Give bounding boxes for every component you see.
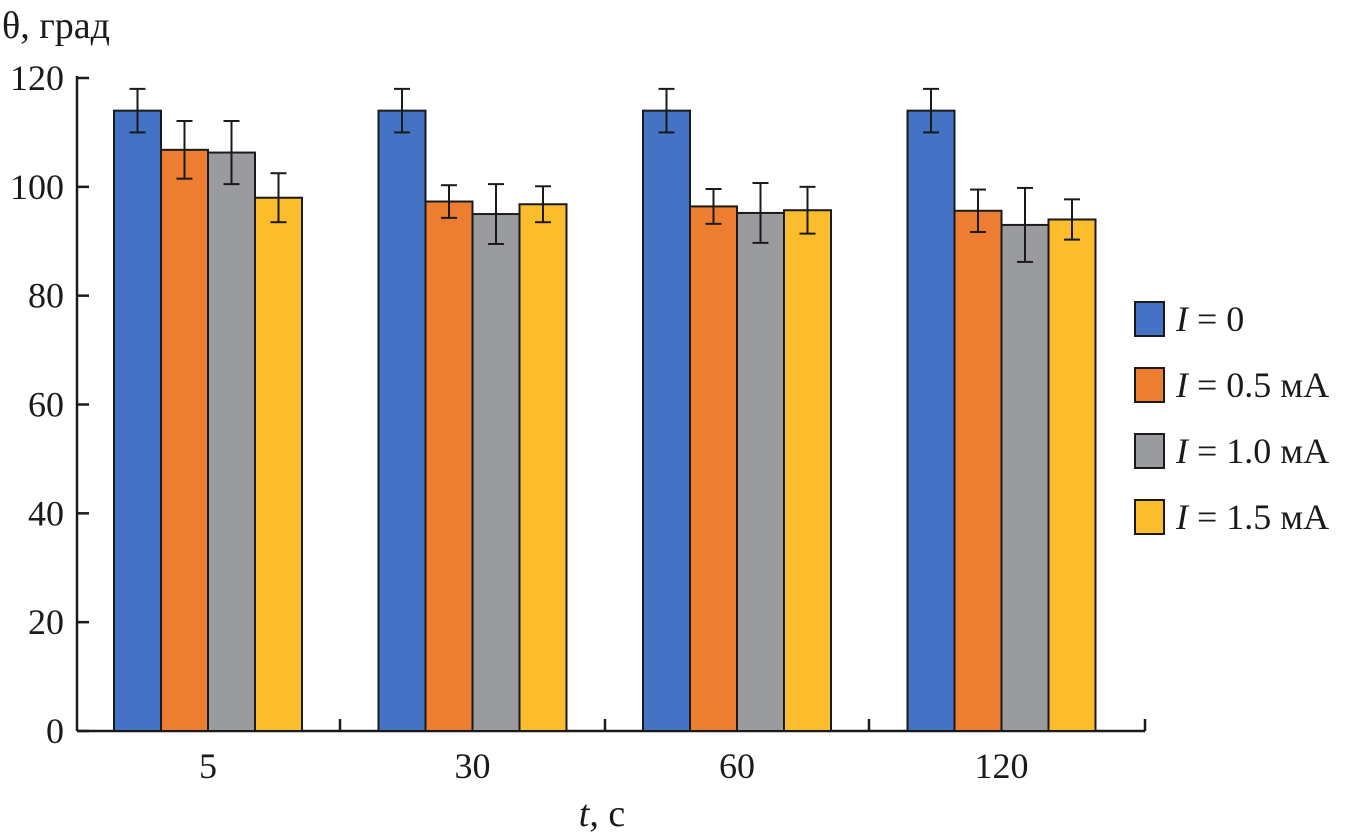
bar	[113, 109, 162, 732]
bar	[471, 213, 521, 732]
legend-name: = 1.0 мА	[1188, 431, 1329, 471]
bar	[953, 209, 1003, 732]
bar	[642, 109, 691, 732]
legend-label: I = 1.0 мА	[1175, 431, 1329, 471]
bar-group-5	[113, 87, 303, 732]
y-tick-label: 0	[46, 711, 64, 751]
error-bar	[1064, 198, 1080, 241]
y-tick-label: 40	[28, 493, 64, 533]
bar	[424, 200, 474, 733]
error-bar	[923, 87, 939, 134]
x-tick-label: 60	[719, 746, 755, 786]
legend-item: I = 0.5 мА	[1134, 365, 1329, 405]
error-bar	[394, 87, 410, 134]
legend-swatch	[1134, 301, 1165, 337]
legend-var: I	[1175, 431, 1190, 471]
error-bar	[658, 87, 675, 134]
bar	[906, 109, 956, 732]
error-bar	[970, 188, 986, 233]
error-bar	[799, 185, 816, 235]
bar	[377, 109, 427, 732]
legend-name: = 0.5 мА	[1188, 365, 1329, 405]
x-tick-label: 5	[199, 746, 217, 786]
legend-label: I = 0	[1175, 299, 1244, 339]
error-bar	[129, 87, 146, 134]
legend-swatch	[1134, 433, 1165, 469]
bar	[783, 209, 832, 733]
y-tick-label: 20	[28, 602, 64, 642]
x-tick-label: 30	[455, 746, 491, 786]
y-tick-label: 60	[28, 385, 64, 425]
y-axis: 0 20 40 60 80 100 120	[10, 58, 89, 751]
legend-item: I = 0	[1134, 299, 1244, 339]
legend-var: I	[1175, 299, 1190, 339]
legend-name: = 1.5 мА	[1188, 497, 1329, 537]
bar	[1047, 218, 1097, 732]
bar	[207, 151, 256, 732]
x-tick-label: 120	[975, 746, 1029, 786]
legend-item: I = 1.0 мА	[1134, 431, 1329, 471]
bar-group-60	[642, 87, 832, 733]
legend-var: I	[1175, 497, 1190, 537]
error-bar	[752, 182, 769, 244]
error-bar	[176, 119, 193, 180]
error-bar	[488, 183, 504, 245]
legend-swatch	[1134, 499, 1165, 535]
bar	[689, 205, 738, 732]
legend-label: I = 0.5 мА	[1175, 365, 1329, 405]
bar	[736, 211, 785, 733]
legend-name: = 0	[1188, 299, 1244, 339]
legend: I = 0I = 0.5 мАI = 1.0 мАI = 1.5 мА	[1134, 299, 1329, 537]
bar-group-120	[906, 87, 1097, 733]
bar	[160, 148, 209, 732]
y-tick-label: 80	[28, 276, 64, 316]
bar	[518, 203, 568, 733]
bar-group-30	[377, 87, 568, 733]
y-tick-label: 100	[10, 167, 64, 207]
y-axis-label: θ, град	[2, 5, 110, 47]
x-axis-label: t, с	[579, 793, 625, 835]
y-tick-label: 120	[10, 58, 64, 98]
bar	[254, 196, 303, 732]
error-bar	[223, 119, 240, 186]
error-bar	[441, 184, 457, 219]
legend-item: I = 1.5 мА	[1134, 497, 1329, 537]
error-bar	[535, 185, 551, 224]
bar	[1000, 223, 1050, 733]
x-axis-label-unit: , с	[589, 793, 625, 835]
legend-var: I	[1175, 365, 1190, 405]
legend-swatch	[1134, 367, 1165, 403]
x-axis-label-var: t	[579, 793, 591, 835]
bars	[113, 87, 1097, 733]
legend-label: I = 1.5 мА	[1175, 497, 1329, 537]
error-bar	[1017, 186, 1033, 263]
error-bar	[270, 172, 287, 224]
error-bar	[705, 188, 722, 225]
